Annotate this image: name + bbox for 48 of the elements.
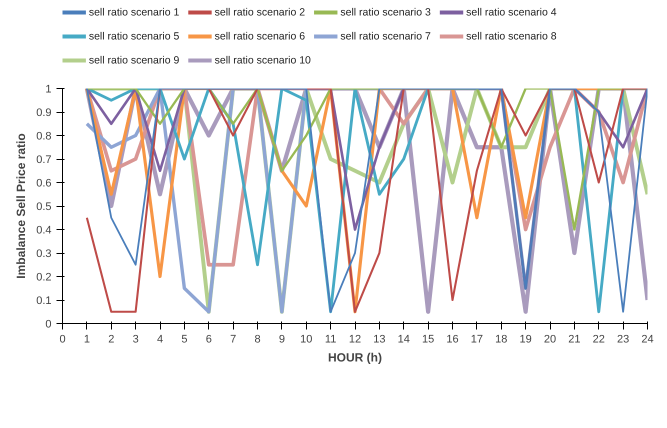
x-tick-label: 20 <box>544 334 556 346</box>
y-tick-label: 0.5 <box>36 201 52 213</box>
legend-label: sell ratio scenario 1 <box>88 6 180 18</box>
x-tick-label: 3 <box>132 334 139 346</box>
legend-label: sell ratio scenario 8 <box>466 30 557 42</box>
y-tick-label: 0.4 <box>36 224 52 236</box>
y-tick-label: 0.9 <box>36 107 52 119</box>
y-tick-label: 0.3 <box>36 248 52 260</box>
legend-label: sell ratio scenario 4 <box>466 6 557 18</box>
x-tick-label: 18 <box>495 334 508 346</box>
x-tick-label: 9 <box>278 334 285 346</box>
y-tick-label: 0 <box>45 318 52 330</box>
x-tick-label: 17 <box>470 334 484 346</box>
x-tick-label: 5 <box>181 334 188 346</box>
legend-label: sell ratio scenario 10 <box>214 54 312 66</box>
x-tick-label: 10 <box>300 334 312 346</box>
legend-label: sell ratio scenario 6 <box>214 30 306 42</box>
legend-label: sell ratio scenario 9 <box>88 54 180 66</box>
y-tick-label: 0.1 <box>36 295 52 307</box>
y-tick-label: 0.7 <box>36 154 52 166</box>
x-tick-label: 23 <box>617 334 630 346</box>
y-tick-label: 0.2 <box>36 272 52 284</box>
x-tick-label: 13 <box>373 334 386 346</box>
y-tick-label: 1 <box>45 84 52 96</box>
legend-label: sell ratio scenario 5 <box>88 30 180 42</box>
x-tick-label: 2 <box>108 334 114 346</box>
legend-label: sell ratio scenario 7 <box>340 30 431 42</box>
x-tick-label: 14 <box>398 334 410 346</box>
x-tick-label: 24 <box>641 334 654 346</box>
x-tick-label: 8 <box>254 334 261 346</box>
legend-label: sell ratio scenario 2 <box>214 6 306 18</box>
x-tick-label: 6 <box>206 334 212 346</box>
x-tick-label: 1 <box>84 334 90 346</box>
x-tick-label: 7 <box>230 334 236 346</box>
y-tick-label: 0.8 <box>36 130 52 142</box>
x-tick-label: 16 <box>446 334 459 346</box>
x-tick-label: 4 <box>156 334 164 346</box>
x-tick-label: 0 <box>59 334 66 346</box>
x-tick-label: 12 <box>348 334 362 346</box>
x-tick-label: 11 <box>324 334 336 346</box>
y-axis-title: Imbalance Sell Price ratio <box>14 133 28 279</box>
x-tick-label: 21 <box>568 334 581 346</box>
x-axis-title: HOUR (h) <box>328 350 382 364</box>
x-tick-label: 22 <box>592 334 605 346</box>
legend-label: sell ratio scenario 3 <box>340 6 431 18</box>
x-tick-label: 15 <box>422 334 434 346</box>
y-tick-label: 0.6 <box>36 178 52 190</box>
x-tick-label: 19 <box>520 334 532 346</box>
